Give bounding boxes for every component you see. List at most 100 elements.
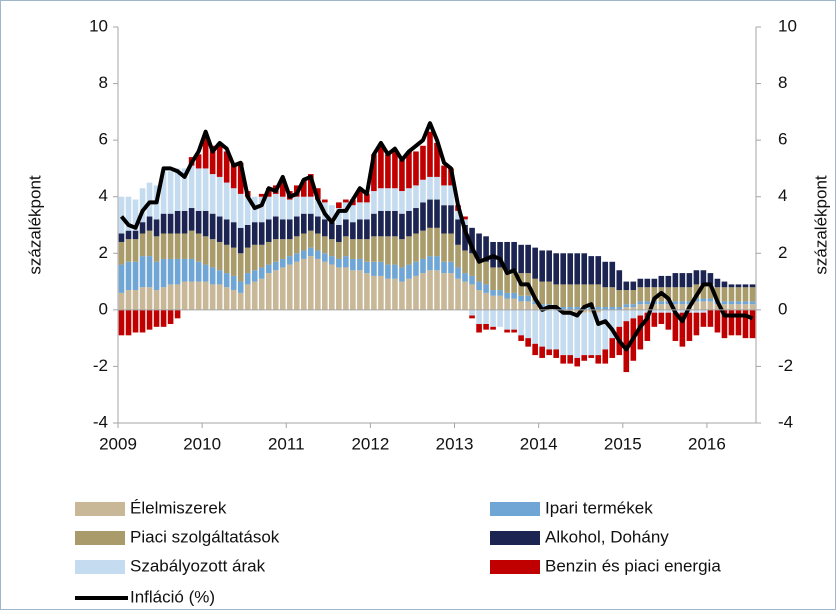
legend-swatch xyxy=(75,502,125,516)
bar-segment xyxy=(595,284,602,308)
bar-segment xyxy=(672,287,679,302)
bar-segment xyxy=(293,236,300,254)
bar-segment xyxy=(616,309,623,327)
bar-segment xyxy=(588,312,595,356)
bar-segment xyxy=(700,270,707,285)
bar-segment xyxy=(518,335,524,341)
bar-segment xyxy=(539,281,545,305)
bar-segment xyxy=(490,267,496,291)
bar-segment xyxy=(455,210,461,220)
bar-segment xyxy=(539,346,545,358)
bar-segment xyxy=(244,225,251,248)
bar-segment xyxy=(567,253,574,285)
bar-segment xyxy=(469,284,475,310)
y2-tick-label: 2 xyxy=(778,243,787,262)
bar-segment xyxy=(693,312,700,336)
bar-segment xyxy=(686,287,693,302)
bar-segment xyxy=(329,222,335,240)
bar-segment xyxy=(364,239,370,262)
bar-segment xyxy=(195,154,202,169)
bar-segment xyxy=(209,284,216,310)
bar-segment xyxy=(364,219,370,240)
bar-segment xyxy=(567,355,574,364)
bar-segment xyxy=(525,295,531,302)
bar-segment xyxy=(672,304,679,310)
bar-segment xyxy=(293,196,300,217)
bar-segment xyxy=(700,309,707,313)
bar-segment xyxy=(581,284,588,308)
bar-segment xyxy=(623,290,630,305)
bar-segment xyxy=(118,292,125,310)
bar-segment xyxy=(132,290,139,310)
bar-segment xyxy=(427,199,433,228)
bar-segment xyxy=(153,219,160,237)
bar-segment xyxy=(735,301,742,305)
bar-segment xyxy=(630,307,637,310)
bar-segment xyxy=(658,312,665,324)
bar-segment xyxy=(693,301,700,310)
bar-segment xyxy=(139,222,146,234)
bar-segment xyxy=(595,355,602,364)
bar-segment xyxy=(462,225,468,251)
bar-segment xyxy=(286,239,293,257)
bar-segment xyxy=(329,264,335,310)
bar-segment xyxy=(644,309,651,313)
bar-segment xyxy=(539,250,545,282)
bar-segment xyxy=(714,278,721,288)
bar-segment xyxy=(742,301,749,305)
y-tick-label: 8 xyxy=(99,73,108,92)
bar-segment xyxy=(441,185,447,206)
bar-segment xyxy=(118,309,125,336)
bar-segment xyxy=(476,233,482,259)
bar-segment xyxy=(153,261,160,291)
bar-segment xyxy=(153,236,160,262)
bar-segment xyxy=(665,304,672,310)
bar-segment xyxy=(665,312,672,330)
bar-segment xyxy=(609,287,616,308)
bar-segment xyxy=(195,168,202,211)
legend-label: Benzin és piaci energia xyxy=(545,556,721,575)
bar-segment xyxy=(188,258,195,282)
bar-segment xyxy=(293,253,300,262)
bar-segment xyxy=(413,208,419,234)
bar-segment xyxy=(350,239,356,259)
bar-segment xyxy=(525,301,531,310)
bar-segment xyxy=(511,292,517,299)
bar-segment xyxy=(567,284,574,308)
bar-segment xyxy=(139,233,146,257)
bar-segment xyxy=(560,312,567,356)
bar-segment xyxy=(265,241,272,265)
bar-segment xyxy=(623,304,630,308)
bar-segment xyxy=(721,309,728,339)
bar-segment xyxy=(518,309,524,336)
bar-segment xyxy=(588,256,595,285)
bar-segment xyxy=(672,312,679,341)
x-tick-label: 2015 xyxy=(604,434,642,453)
bar-segment xyxy=(441,261,447,274)
bar-segment xyxy=(336,267,342,310)
bar-segment xyxy=(174,309,181,319)
bar-segment xyxy=(455,278,461,310)
bar-segment xyxy=(146,230,153,257)
y2-tick-label: 10 xyxy=(778,16,797,35)
bar-segment xyxy=(707,273,714,285)
legend-label: Infláció (%) xyxy=(130,587,215,606)
bar-segment xyxy=(343,256,349,268)
bar-segment xyxy=(125,239,132,262)
bar-segment xyxy=(350,222,356,240)
bar-segment xyxy=(609,338,616,358)
bar-segment xyxy=(637,278,644,288)
bar-segment xyxy=(609,261,616,288)
bar-segment xyxy=(371,191,377,214)
bar-segment xyxy=(728,304,735,310)
bar-segment xyxy=(434,142,440,177)
bar-segment xyxy=(244,196,251,225)
bar-segment xyxy=(497,241,503,268)
bar-segment xyxy=(125,261,132,291)
bar-segment xyxy=(413,185,419,209)
bar-segment xyxy=(476,309,482,324)
bar-segment xyxy=(595,309,602,313)
bar-segment xyxy=(483,309,489,324)
bar-segment xyxy=(399,281,405,310)
bar-segment xyxy=(630,304,637,308)
